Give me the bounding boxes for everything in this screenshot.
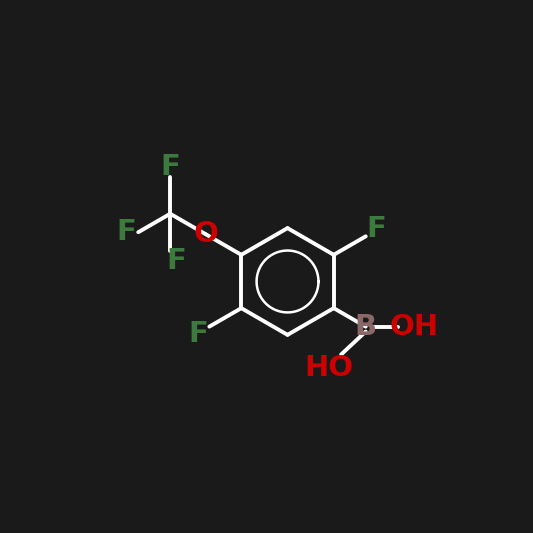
Text: HO: HO bbox=[304, 354, 353, 383]
Text: B: B bbox=[354, 313, 377, 341]
Text: F: F bbox=[188, 320, 208, 348]
Text: O: O bbox=[193, 220, 218, 248]
Text: F: F bbox=[117, 218, 136, 246]
Text: F: F bbox=[160, 152, 180, 181]
Text: OH: OH bbox=[390, 313, 439, 341]
Text: F: F bbox=[366, 215, 386, 243]
Text: F: F bbox=[166, 247, 187, 275]
